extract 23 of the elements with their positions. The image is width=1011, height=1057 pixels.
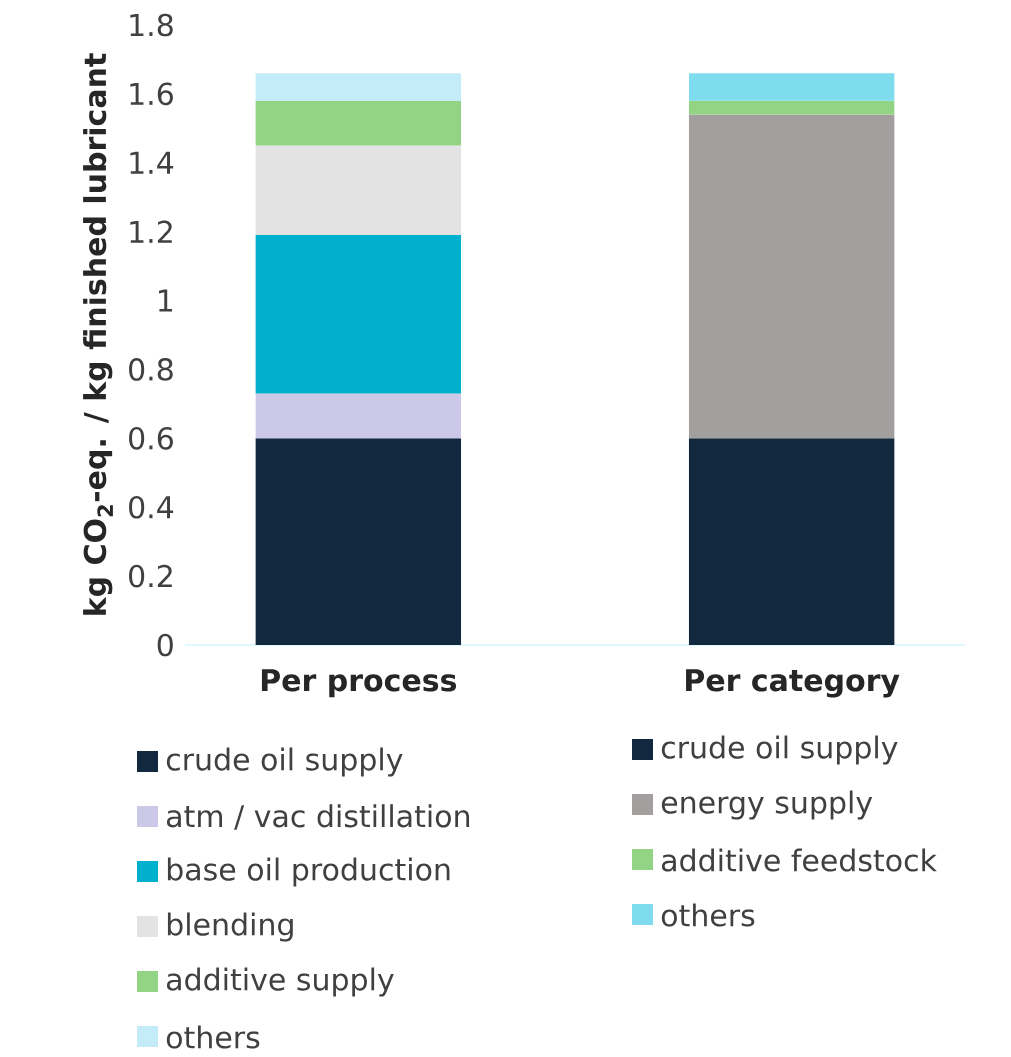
legend-label: others <box>166 1025 260 1049</box>
y-tick-label: 0.8 <box>129 358 173 381</box>
legend-label: crude oil supply <box>661 735 898 765</box>
legend-label: energy supply <box>661 790 873 820</box>
y-tick-label: 0.2 <box>129 564 172 588</box>
y-tick-label: 1.2 <box>130 220 172 243</box>
legend-label: others <box>661 903 755 927</box>
legend-label: blending <box>167 912 293 942</box>
legend-label: atm / vac distillation <box>167 804 470 830</box>
legend-label: additive feedstock <box>662 848 937 872</box>
y-tick-label: 0.6 <box>129 426 173 450</box>
y-tick-label: 0.4 <box>129 495 174 519</box>
y-tick-label: 1 <box>159 289 173 312</box>
y-axis-title: kg CO$_{2}$-eq. / kg finished lubricant <box>83 53 113 615</box>
y-tick-label: 1.6 <box>130 82 173 106</box>
x-tick-label: Per category <box>686 669 900 698</box>
y-tick-label: 0 <box>157 633 173 657</box>
legend-label: base oil production <box>167 857 450 887</box>
y-tick-label: 1.4 <box>130 151 174 174</box>
x-tick-label: Per process <box>261 669 457 698</box>
legend-label: additive supply <box>167 967 394 997</box>
legend-label: crude oil supply <box>166 747 403 777</box>
y-tick-label: 1.8 <box>130 13 173 37</box>
